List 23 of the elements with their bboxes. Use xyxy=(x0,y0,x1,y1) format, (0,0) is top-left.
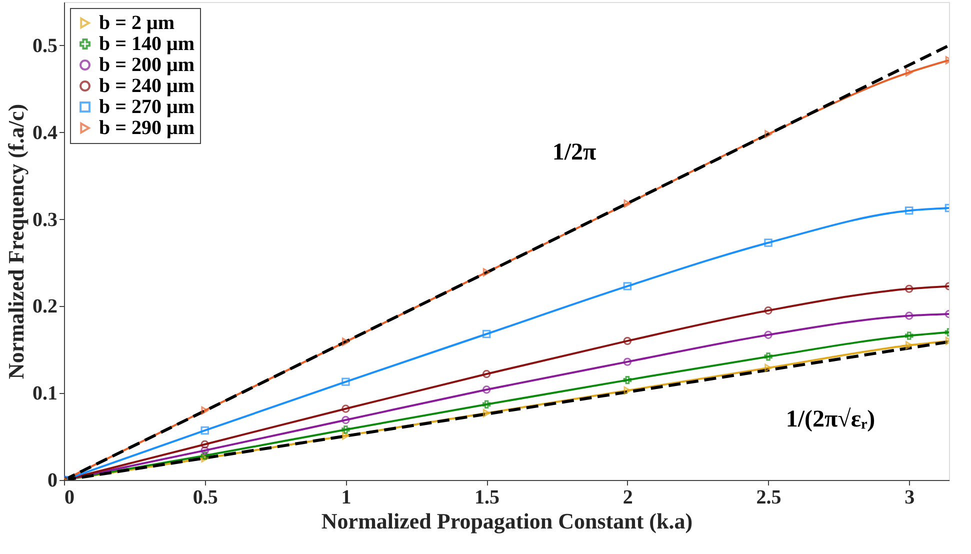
x-tick-label: 3 xyxy=(904,486,915,508)
legend-label: b = 2 μm xyxy=(99,12,175,34)
legend-label: b = 290 μm xyxy=(99,117,195,139)
x-tick-label: 2 xyxy=(622,486,633,508)
x-tick-label: 0.5 xyxy=(192,486,218,508)
legend-label: b = 240 μm xyxy=(99,75,195,97)
y-tick-label: 0.5 xyxy=(32,34,58,57)
x-tick-label: 1.5 xyxy=(474,486,500,508)
legend-label: b = 270 μm xyxy=(99,96,195,118)
annotation: 1/2π xyxy=(552,140,596,166)
legend-label: b = 140 μm xyxy=(99,33,195,55)
x-axis-title: Normalized Propagation Constant (k.a) xyxy=(321,508,693,534)
annotation: 1/(2π√εᵣ) xyxy=(786,406,876,432)
y-axis-title: Normalized Frequency (f.a/c) xyxy=(4,104,28,380)
x-tick-label: 1 xyxy=(341,486,352,508)
y-tick-label: 0.1 xyxy=(32,382,58,405)
y-tick-label: 0.2 xyxy=(32,296,58,318)
x-tick-label: 0 xyxy=(64,486,74,508)
x-tick-label: 2.5 xyxy=(756,486,782,508)
y-tick-label: 0 xyxy=(48,470,58,492)
legend-label: b = 200 μm xyxy=(99,54,195,76)
y-tick-label: 0.3 xyxy=(32,208,58,231)
y-tick-label: 0.4 xyxy=(32,122,58,144)
